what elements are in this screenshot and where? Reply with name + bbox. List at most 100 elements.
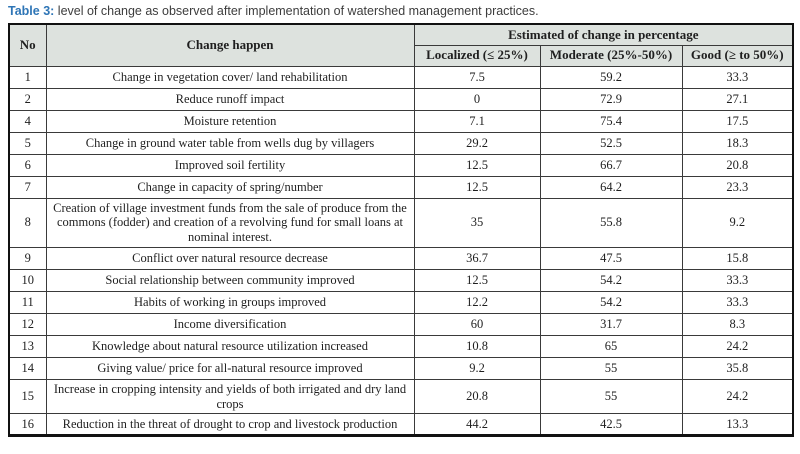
row-localized-cell: 12.5: [413, 268, 541, 292]
row-no-cell: 2: [8, 87, 47, 111]
row-moderate-cell: 54.2: [539, 268, 683, 292]
row-change-cell: Giving value/ price for all-natural reso…: [45, 356, 415, 380]
row-no-cell: 9: [8, 246, 47, 270]
header-row-sub: Localized (≤ 25%) Moderate (25%-50%) Goo…: [9, 44, 794, 67]
row-change-cell: Income diversification: [45, 312, 415, 336]
row-localized-cell: 7.1: [413, 109, 541, 133]
row-good-cell: 9.2: [681, 197, 794, 248]
row-good-cell: 8.3: [681, 312, 794, 336]
row-moderate-cell: 64.2: [539, 175, 683, 199]
row-no-cell: 13: [8, 334, 47, 358]
row-localized-cell: 36.7: [413, 246, 541, 270]
table-row: 5 Change in ground water table from wells…: [8, 131, 794, 155]
row-localized-cell: 0: [413, 87, 541, 111]
row-no-cell: 15: [8, 378, 47, 415]
row-change-cell: Moisture retention: [45, 109, 415, 133]
table-row: 11 Habits of working in groups improved 12…: [8, 290, 794, 314]
row-moderate-cell: 66.7: [539, 153, 683, 177]
header-localized: Localized (≤ 25%): [413, 44, 541, 67]
row-change-cell: Social relationship between community im…: [45, 268, 415, 292]
row-no-cell: 7: [8, 175, 47, 199]
row-moderate-cell: 42.5: [539, 413, 683, 437]
row-no-cell: 12: [8, 312, 47, 336]
table-row: 14 Giving value/ price for all-natural re…: [8, 356, 794, 380]
row-change-cell: Change in ground water table from wells …: [45, 131, 415, 155]
row-localized-cell: 20.8: [413, 378, 541, 415]
table-caption: Table 3: level of change as observed aft…: [0, 0, 800, 19]
row-localized-cell: 7.5: [413, 65, 541, 89]
row-moderate-cell: 52.5: [539, 131, 683, 155]
row-no-cell: 11: [8, 290, 47, 314]
row-moderate-cell: 55.8: [539, 197, 683, 248]
table-row: 6 Improved soil fertility 12.5 66.7 20.8: [8, 153, 794, 177]
row-good-cell: 17.5: [681, 109, 794, 133]
row-localized-cell: 9.2: [413, 356, 541, 380]
row-no-cell: 1: [8, 65, 47, 89]
table-row: 9 Conflict over natural resource decrease…: [8, 246, 794, 270]
row-change-cell: Change in capacity of spring/number: [45, 175, 415, 199]
row-localized-cell: 44.2: [413, 413, 541, 437]
row-localized-cell: 12.5: [413, 153, 541, 177]
row-good-cell: 33.3: [681, 65, 794, 89]
row-no-cell: 5: [8, 131, 47, 155]
header-no: No: [8, 23, 47, 67]
row-good-cell: 33.3: [681, 290, 794, 314]
row-localized-cell: 12.5: [413, 175, 541, 199]
row-moderate-cell: 54.2: [539, 290, 683, 314]
row-moderate-cell: 72.9: [539, 87, 683, 111]
row-change-cell: Improved soil fertility: [45, 153, 415, 177]
table-row: 12 Income diversification 60 31.7 8.3: [8, 312, 794, 336]
table-caption-text: level of change as observed after implem…: [54, 4, 539, 18]
row-good-cell: 23.3: [681, 175, 794, 199]
row-good-cell: 24.2: [681, 378, 794, 415]
row-localized-cell: 29.2: [413, 131, 541, 155]
row-moderate-cell: 75.4: [539, 109, 683, 133]
row-no-cell: 6: [8, 153, 47, 177]
table-header: No Change happen Estimated of change in …: [8, 23, 794, 67]
row-change-cell: Reduce runoff impact: [45, 87, 415, 111]
row-good-cell: 15.8: [681, 246, 794, 270]
row-no-cell: 4: [8, 109, 47, 133]
row-moderate-cell: 65: [539, 334, 683, 358]
row-localized-cell: 12.2: [413, 290, 541, 314]
table-caption-label: Table 3:: [8, 4, 55, 18]
table-row: 10 Social relationship between community …: [8, 268, 794, 292]
table-row: 7 Change in capacity of spring/number 12.5…: [8, 175, 794, 199]
row-change-cell: Creation of village investment funds fro…: [45, 197, 415, 248]
row-change-cell: Knowledge about natural resource utiliza…: [45, 334, 415, 358]
row-no-cell: 14: [8, 356, 47, 380]
row-moderate-cell: 59.2: [539, 65, 683, 89]
row-moderate-cell: 31.7: [539, 312, 683, 336]
row-change-cell: Conflict over natural resource decrease: [45, 246, 415, 270]
row-localized-cell: 60: [413, 312, 541, 336]
row-localized-cell: 10.8: [413, 334, 541, 358]
row-no-cell: 10: [8, 268, 47, 292]
row-change-cell: Habits of working in groups improved: [45, 290, 415, 314]
row-good-cell: 33.3: [681, 268, 794, 292]
row-change-cell: Increase in cropping intensity and yield…: [45, 378, 415, 415]
row-change-cell: Change in vegetation cover/ land rehabil…: [45, 65, 415, 89]
row-no-cell: 8: [8, 197, 47, 248]
row-good-cell: 13.3: [681, 413, 794, 437]
table-row: 8 Creation of village investment funds fr…: [8, 197, 794, 248]
row-localized-cell: 35: [413, 197, 541, 248]
header-row-top: No Change happen Estimated of change in …: [8, 23, 794, 67]
row-moderate-cell: 47.5: [539, 246, 683, 270]
table-row: 4 Moisture retention 7.1 75.4 17.5: [8, 109, 794, 133]
row-good-cell: 35.8: [681, 356, 794, 380]
row-no-cell: 16: [8, 413, 47, 437]
change-estimates-table: No Change happen Estimated of change in …: [8, 23, 795, 438]
header-change-happen: Change happen: [45, 23, 415, 67]
header-estimated-group: Estimated of change in percentage: [413, 23, 794, 46]
header-good: Good (≥ to 50%): [681, 44, 794, 67]
row-change-cell: Reduction in the threat of drought to cr…: [45, 413, 415, 437]
table-row: 15 Increase in cropping intensity and yie…: [8, 378, 794, 415]
row-moderate-cell: 55: [539, 356, 683, 380]
table-row: 2 Reduce runoff impact 0 72.9 27.1: [8, 87, 794, 111]
row-moderate-cell: 55: [539, 378, 683, 415]
row-good-cell: 20.8: [681, 153, 794, 177]
table-body: 1 Change in vegetation cover/ land rehabi…: [8, 65, 794, 437]
table-row: 13 Knowledge about natural resource utili…: [8, 334, 794, 358]
header-moderate: Moderate (25%-50%): [539, 44, 683, 67]
row-good-cell: 18.3: [681, 131, 794, 155]
